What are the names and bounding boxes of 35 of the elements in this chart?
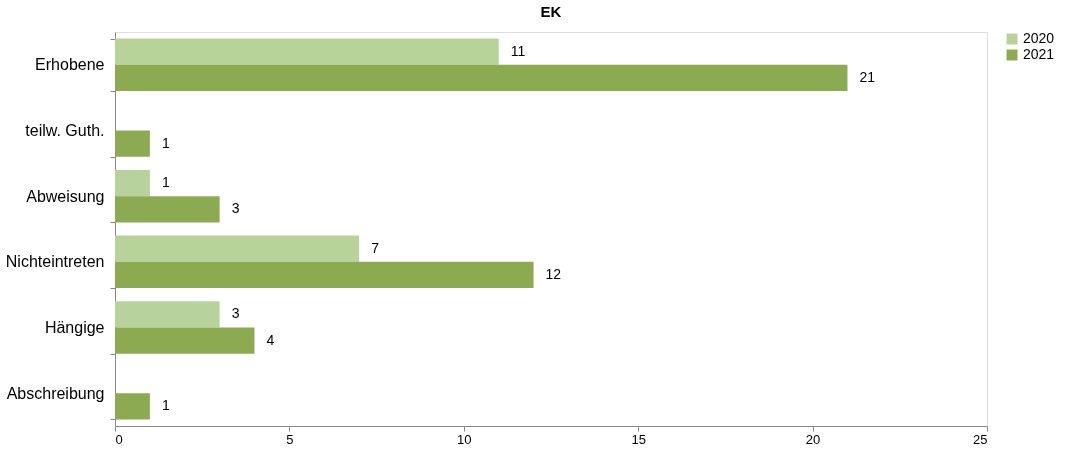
y-tick-label: Nichteintreten xyxy=(5,253,105,271)
y-tick-label: teilw. Guth. xyxy=(25,122,105,139)
chart-title: EK xyxy=(540,3,562,20)
x-tick-label: 25 xyxy=(973,431,988,447)
bar xyxy=(115,327,255,354)
data-label: 4 xyxy=(266,331,275,348)
bar xyxy=(115,393,150,420)
x-tick-label: 0 xyxy=(115,431,123,447)
data-label: 3 xyxy=(231,305,240,322)
y-tick-label: Hängige xyxy=(44,319,105,336)
bar xyxy=(115,169,150,197)
y-tick-label: Abweisung xyxy=(26,187,105,205)
x-tick-label: 20 xyxy=(805,431,821,447)
data-label: 1 xyxy=(161,397,170,414)
data-label: 1 xyxy=(161,134,170,151)
bar xyxy=(115,261,534,289)
y-tick-label: Abschreibung xyxy=(6,384,105,402)
legend-label: 2020 xyxy=(1023,30,1055,46)
data-label: 11 xyxy=(510,42,526,59)
bar xyxy=(115,130,150,157)
data-label: 21 xyxy=(859,68,876,85)
x-tick-label: 5 xyxy=(286,431,294,447)
data-label: 12 xyxy=(545,265,562,282)
legend-label: 2021 xyxy=(1023,46,1055,62)
bar xyxy=(115,235,360,262)
bar xyxy=(115,38,499,65)
bar xyxy=(115,64,848,92)
y-tick-label: Erhobene xyxy=(35,56,105,74)
data-label: 7 xyxy=(371,239,380,256)
bar xyxy=(115,301,220,328)
x-tick-label: 10 xyxy=(457,431,472,447)
bar xyxy=(115,196,220,223)
data-label: 1 xyxy=(161,174,170,191)
data-label: 3 xyxy=(231,200,240,217)
x-tick-label: 15 xyxy=(631,431,646,447)
